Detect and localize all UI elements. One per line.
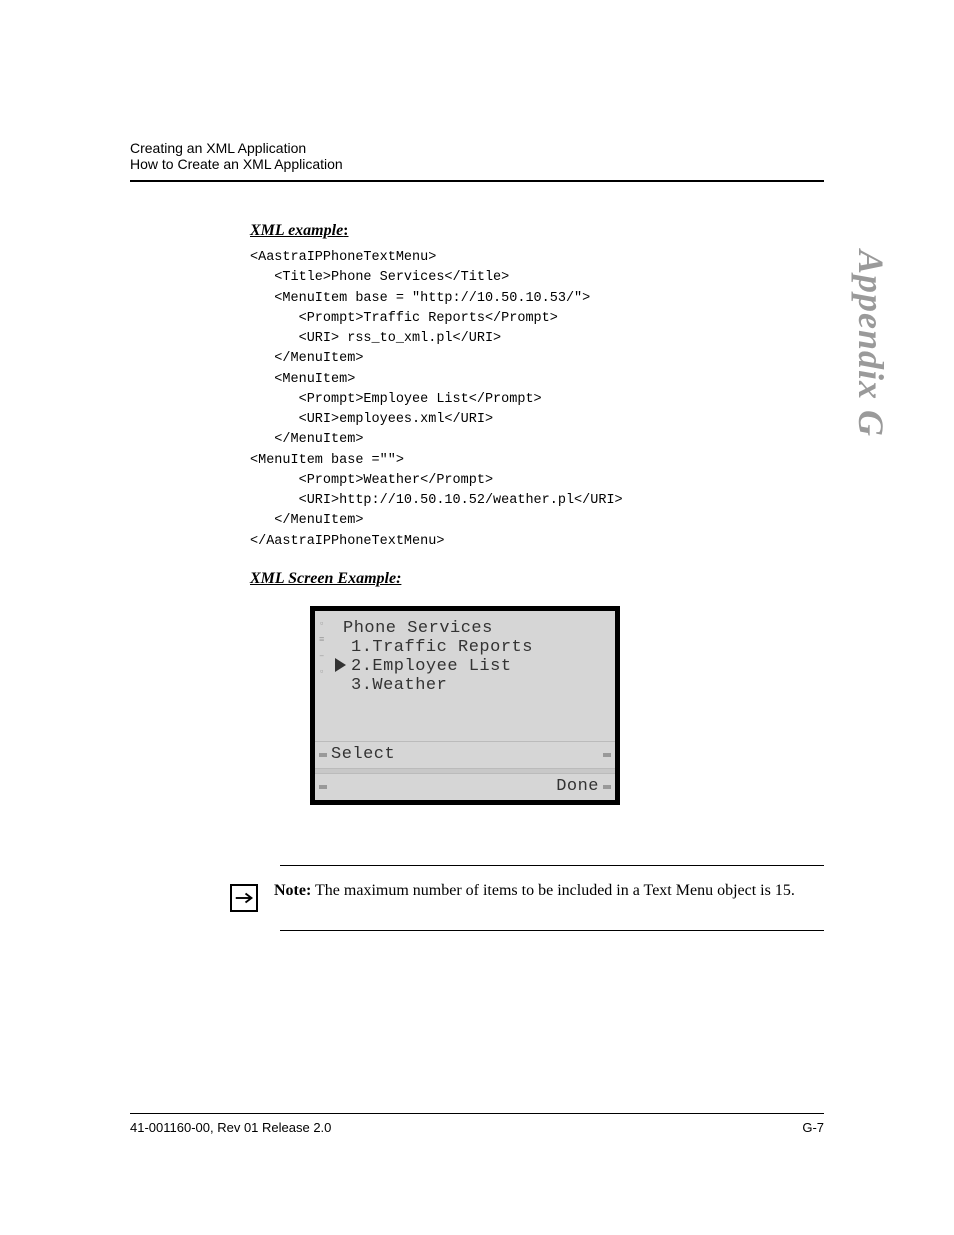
note-text: Note: The maximum number of items to be …	[274, 880, 795, 902]
softkey-done[interactable]: Done	[556, 777, 599, 796]
xml-code-block: <AastraIPPhoneTextMenu> <Title>Phone Ser…	[250, 248, 824, 552]
softkey-right-bar2-icon	[603, 785, 611, 789]
scroll-indicator-icon: ▫	[319, 667, 329, 677]
softkey-left-bar-icon	[319, 753, 327, 757]
phone-screen: ▫ ≡ – ▫ Phone Services 1.Traffic Reports…	[310, 606, 620, 805]
appendix-side-tab: Appendix G	[850, 250, 892, 437]
footer-right: G-7	[802, 1120, 824, 1135]
xml-example-heading-text: XML example	[250, 222, 343, 239]
xml-example-heading: XML example:	[250, 222, 824, 240]
note-label: Note:	[274, 882, 311, 899]
page-header: Creating an XML Application How to Creat…	[130, 140, 824, 182]
phone-screen-title: Phone Services	[343, 619, 607, 638]
list-icon: ≡	[319, 635, 329, 645]
softkey-right-bar-icon	[603, 753, 611, 757]
phone-menu-item[interactable]: 3.Weather	[351, 676, 607, 695]
note-block: Note: The maximum number of items to be …	[280, 865, 824, 931]
phone-menu-item[interactable]: 2.Employee List	[351, 657, 607, 676]
scroll-up-icon: ▫	[319, 619, 329, 629]
header-title-1: Creating an XML Application	[130, 140, 824, 156]
phone-screen-figure: ▫ ≡ – ▫ Phone Services 1.Traffic Reports…	[310, 606, 824, 805]
page-footer: 41-001160-00, Rev 01 Release 2.0 G-7	[130, 1113, 824, 1135]
phone-side-icons: ▫ ≡ – ▫	[319, 619, 329, 677]
note-body: The maximum number of items to be includ…	[311, 882, 795, 899]
dash-icon: –	[319, 651, 329, 661]
xml-screen-heading: XML Screen Example:	[250, 570, 824, 588]
softkey-left-bar2-icon	[319, 785, 327, 789]
phone-menu-item[interactable]: 1.Traffic Reports	[351, 638, 607, 657]
softkey-zone: Select Done	[315, 741, 615, 800]
header-title-2: How to Create an XML Application	[130, 156, 824, 172]
note-arrow-icon	[230, 884, 258, 912]
softkey-select[interactable]: Select	[331, 745, 395, 764]
footer-left: 41-001160-00, Rev 01 Release 2.0	[130, 1120, 331, 1135]
